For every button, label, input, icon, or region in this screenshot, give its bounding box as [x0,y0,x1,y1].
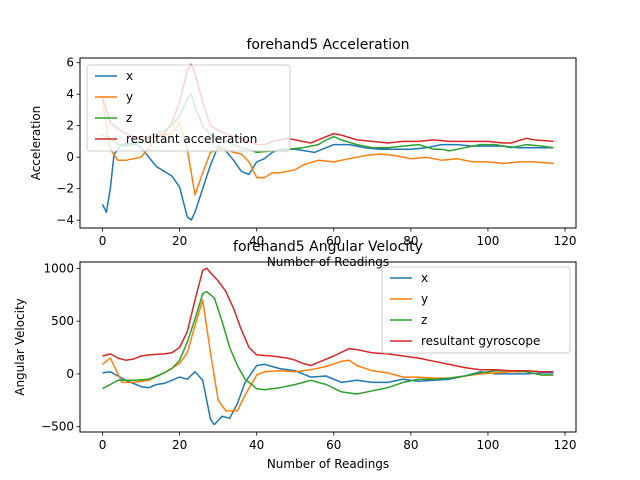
legend-label: x [126,69,133,83]
series-line [102,290,554,395]
legend-label: y [421,292,428,306]
x-tick-label: 40 [249,438,264,452]
x-tick-label: 20 [172,234,187,248]
x-tick-label: 60 [326,438,341,452]
x-tick-label: 100 [476,438,499,452]
y-tick-label: 500 [51,314,74,328]
y-tick-label: −4 [56,213,74,227]
y-tick-label: 6 [66,56,74,70]
legend-label: z [421,313,427,327]
y-tick-label: 1000 [43,261,74,275]
x-tick-label: 20 [172,438,187,452]
y-axis-label: Angular Velocity [13,298,27,396]
x-tick-label: 120 [554,438,577,452]
angular-velocity-series-group [102,267,554,426]
y-tick-label: −500 [41,420,74,434]
x-tick-label: 40 [249,234,264,248]
acceleration-ticks: 0 20 40 60 80 100 120 −4 −2 0 2 4 6 [56,56,576,248]
x-tick-label: 60 [326,234,341,248]
x-tick-label: 0 [99,234,107,248]
x-axis-label: Number of Readings [267,457,389,471]
plot-frame [79,261,577,433]
legend-box [381,266,571,354]
acceleration-legend: xyz resultant acceleration [86,64,291,152]
legend-label: resultant gyroscope [421,334,540,348]
legend-label: x [421,271,428,285]
y-axis-label: Acceleration [29,106,43,181]
series-line [102,267,554,373]
chart-title: forehand5 Acceleration [246,37,409,53]
legend-label: z [126,111,132,125]
y-tick-label: 0 [66,150,74,164]
x-tick-label: 0 [99,438,107,452]
x-tick-label: 80 [403,234,418,248]
x-tick-label: 100 [476,234,499,248]
y-tick-label: −2 [56,182,74,196]
y-tick-label: 2 [66,119,74,133]
x-tick-label: 80 [403,438,418,452]
y-tick-label: 0 [66,367,74,381]
plot-frame [79,57,577,229]
acceleration-subplot: forehand5 Acceleration 0 20 40 60 80 100 120−4… [29,37,577,269]
angular-velocity-ticks: 0 20 40 60 80 100 120 −500 0 500 1000 [41,261,576,452]
angular-velocity-legend: xyz resultant gyroscope [381,266,571,354]
angular-velocity-subplot: 0 20 40 60 80 100 120 −500 0 500 1000 Number of Re… [13,239,577,471]
legend-label: y [126,90,133,104]
x-tick-label: 120 [554,234,577,248]
legend-box [86,64,291,152]
chart-title: forehand5 Angular Velocity [233,239,423,255]
y-tick-label: 4 [66,87,74,101]
legend-label: resultant acceleration [126,132,257,146]
